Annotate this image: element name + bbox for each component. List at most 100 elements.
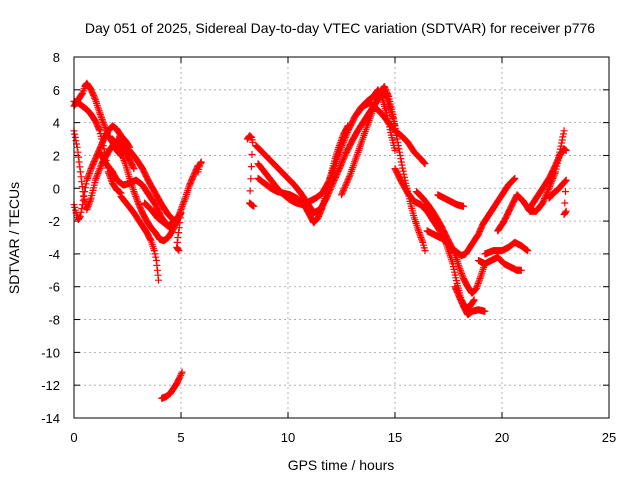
y-tick-label: -12 [41,378,60,393]
series-sat-h [117,193,162,284]
data-point [76,213,84,221]
data-point [562,177,570,185]
data-point [81,184,89,192]
data-point [460,202,467,210]
data-point [415,227,422,235]
data-point [340,185,348,193]
y-tick-label: 6 [53,83,60,98]
y-axis-label: SDTVAR / TECUs [6,182,22,294]
data-point [562,176,570,184]
data-point [176,373,184,381]
data-point [562,207,570,215]
data-point [481,307,489,315]
x-axis-ticks: 0 5 10 15 20 25 [70,57,616,445]
data-point [85,171,93,179]
data-point [421,247,429,255]
data-point [375,92,383,100]
data-point [517,266,525,274]
data-point [92,174,100,182]
data-point [249,138,257,146]
data-point [539,198,547,206]
data-point [421,160,429,168]
series-sat-l [243,132,258,210]
data-markers [70,79,570,402]
x-tick-label: 20 [495,430,509,445]
chart-title: Day 051 of 2025, Sidereal Day-to-day VTE… [85,20,595,36]
data-point [150,247,158,255]
data-point [121,158,129,166]
data-point [562,208,569,216]
x-tick-label: 15 [388,430,402,445]
data-point [545,184,553,192]
series-sat-aa [545,176,570,218]
data-point [155,276,162,284]
data-point [420,159,428,167]
data-point [175,247,183,255]
data-point [399,164,407,172]
data-point [326,174,334,182]
data-point [101,124,109,132]
y-axis-ticks: -14 -12 -10 -8 -6 -4 -2 0 2 4 6 8 [41,50,609,426]
data-point [391,147,399,154]
series-sat-j [158,368,186,402]
series-sat-k [194,158,205,176]
x-tick-label: 0 [70,430,77,445]
data-point [174,246,182,253]
x-tick-label: 25 [602,430,616,445]
data-point [248,151,256,158]
data-point [97,163,104,171]
data-point [177,370,185,378]
data-point [179,199,187,207]
data-point [341,183,349,191]
data-point [99,117,107,125]
x-tick-label: 5 [177,430,184,445]
data-point [511,174,519,182]
data-point [81,188,89,196]
series-sat-x [481,238,532,258]
data-point [558,139,566,147]
data-point [560,127,568,135]
data-point [76,212,84,220]
data-point [458,270,466,278]
x-axis-label: GPS time / hours [288,457,395,473]
series-sat-r [391,165,478,312]
data-point [540,196,548,204]
data-point [544,186,552,194]
x-tick-label: 10 [281,430,295,445]
y-tick-label: -4 [48,247,60,262]
data-point [343,130,351,138]
data-point [98,135,106,143]
y-tick-label: -8 [48,313,60,328]
data-point [93,171,101,179]
series-sat-v [451,283,489,319]
data-point [339,188,347,196]
series-sat-p [338,83,429,255]
data-point [342,180,350,188]
data-point [85,201,93,209]
series-sat-f [113,135,179,225]
y-tick-label: 2 [53,148,60,163]
data-point [343,177,351,185]
data-point [470,296,478,304]
data-point [78,205,86,212]
data-point [178,368,186,376]
data-point [83,206,91,214]
data-point [339,138,347,146]
series-sat-i [141,199,185,255]
data-point [99,142,107,150]
data-point [151,250,159,258]
data-point [78,90,86,98]
series-sat-t [423,174,519,259]
data-point [559,130,567,138]
y-tick-label: 8 [53,50,60,65]
y-tick-label: -6 [48,280,60,295]
data-point [176,212,184,220]
data-point [562,147,570,154]
y-tick-label: -14 [41,411,60,426]
data-point [561,199,569,207]
data-point [175,229,183,237]
data-point [250,202,258,210]
y-tick-label: -2 [48,214,60,229]
data-point [373,97,381,104]
